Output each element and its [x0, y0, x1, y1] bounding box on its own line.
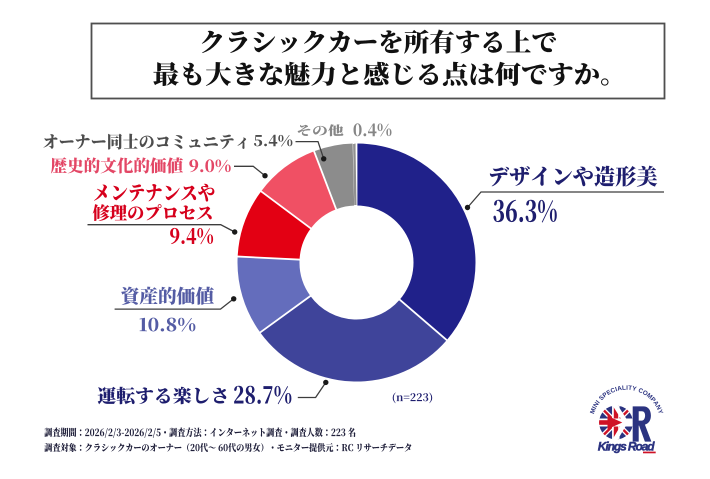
svg-text:I: I — [595, 399, 602, 405]
svg-text:I: I — [626, 385, 628, 392]
svg-text:N: N — [592, 401, 601, 409]
svg-text:A: A — [617, 385, 623, 393]
svg-text:M: M — [645, 392, 654, 401]
svg-text:T: T — [628, 385, 633, 392]
svg-text:C: C — [637, 387, 644, 395]
svg-text:I: I — [614, 386, 618, 393]
svg-text:A: A — [652, 400, 661, 408]
svg-text:Kings Road: Kings Road — [598, 439, 655, 453]
svg-text:Y: Y — [656, 409, 664, 416]
svg-text:O: O — [641, 389, 649, 398]
svg-text:L: L — [622, 385, 626, 392]
svg-text:E: E — [605, 389, 612, 397]
svg-text:P: P — [649, 396, 657, 404]
svg-text:P: P — [601, 391, 609, 399]
svg-text:C: C — [610, 387, 617, 395]
svg-text:S: S — [598, 394, 606, 402]
svg-text:M: M — [589, 408, 597, 415]
svg-text:N: N — [654, 404, 663, 412]
svg-text:Y: Y — [631, 385, 637, 393]
svg-text:I: I — [591, 405, 598, 410]
